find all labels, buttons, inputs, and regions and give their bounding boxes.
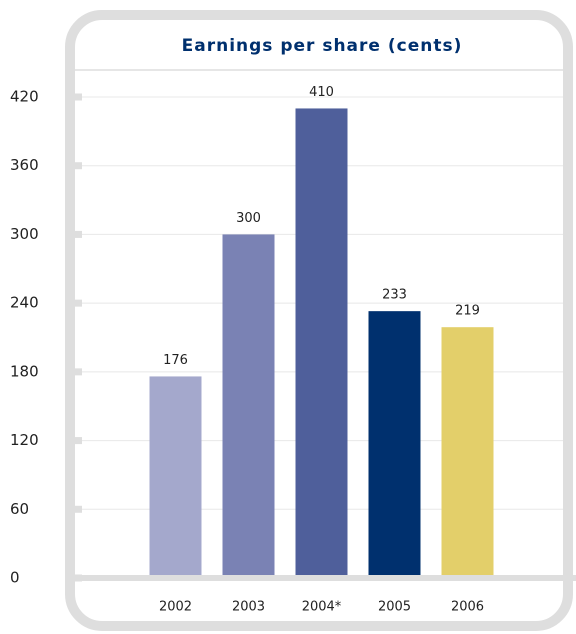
value-label: 300 <box>236 211 261 226</box>
value-label: 410 <box>309 85 334 100</box>
x-tick-label: 2006 <box>451 600 484 615</box>
y-tick-label: 0 <box>10 569 20 587</box>
x-tick-label: 2004* <box>302 600 342 615</box>
value-label: 219 <box>455 304 480 319</box>
tick-mark <box>74 162 82 170</box>
bar <box>368 311 421 578</box>
chart-title: Earnings per share (cents) <box>182 36 463 56</box>
x-tick-label: 2002 <box>159 600 192 615</box>
tick-mark <box>74 299 82 307</box>
bar <box>149 376 202 578</box>
x-tick-label: 2005 <box>378 600 411 615</box>
bar <box>295 108 348 578</box>
y-tick-label: 300 <box>10 225 39 243</box>
x-tick-label: 2003 <box>232 600 265 615</box>
value-label: 233 <box>382 288 407 303</box>
plot: 0 60 120 180 240 300 360 420 176 2002 300 2003 410 20… <box>10 85 576 615</box>
tick-mark <box>74 230 82 238</box>
y-tick-label: 60 <box>10 500 29 518</box>
tick-mark <box>74 368 82 376</box>
tick-mark <box>74 93 82 101</box>
bar <box>222 234 275 578</box>
y-tick-label: 360 <box>10 156 39 174</box>
bar <box>441 327 494 578</box>
tick-mark <box>74 505 82 513</box>
y-tick-label: 120 <box>10 431 39 449</box>
value-label: 176 <box>163 353 188 368</box>
tick-mark <box>74 437 82 445</box>
y-tick-label: 180 <box>10 362 39 380</box>
y-tick-label: 240 <box>10 294 39 312</box>
y-tick-label: 420 <box>10 88 39 106</box>
